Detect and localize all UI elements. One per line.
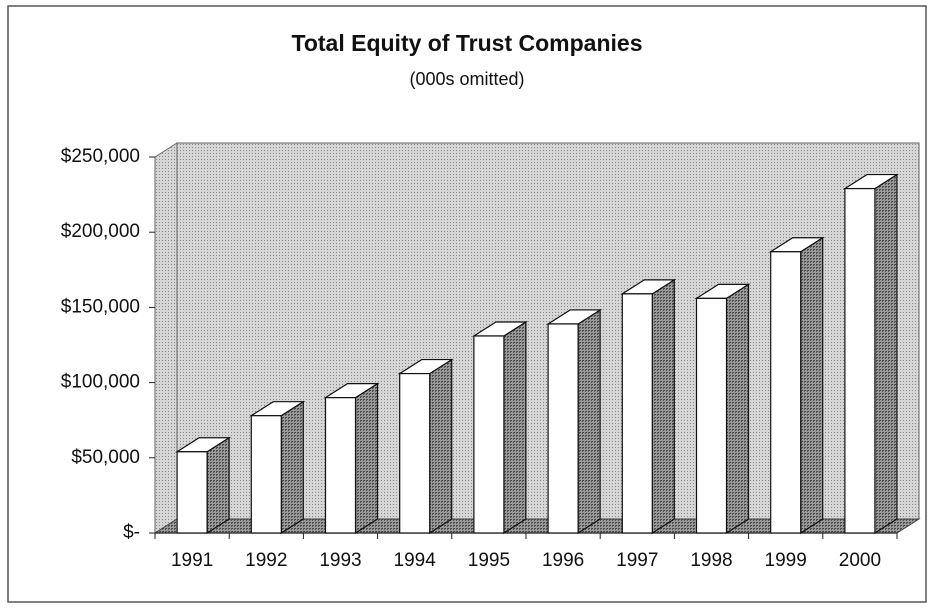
bar-side bbox=[874, 173, 898, 535]
x-tick-label: 1994 bbox=[394, 550, 437, 571]
bar bbox=[547, 323, 579, 534]
side-wall bbox=[154, 142, 178, 534]
bar-side bbox=[354, 382, 379, 535]
bar bbox=[176, 451, 208, 534]
bar-side bbox=[429, 358, 453, 535]
y-tick-label: $100,000 bbox=[61, 372, 140, 393]
x-tick-label: 1999 bbox=[765, 550, 807, 571]
chart-title: Total Equity of Trust Companies bbox=[292, 30, 643, 56]
bar-side bbox=[206, 436, 230, 535]
bar-side bbox=[800, 236, 824, 535]
bar bbox=[399, 372, 431, 534]
bar-side bbox=[577, 308, 601, 535]
x-tick-label: 1993 bbox=[319, 550, 361, 571]
x-tick-label: 1995 bbox=[468, 550, 510, 571]
bar bbox=[695, 297, 728, 534]
chart-subtitle: (000s omitted) bbox=[409, 69, 524, 89]
y-tick-label: $50,000 bbox=[71, 447, 140, 468]
bar-side bbox=[280, 400, 304, 535]
bar bbox=[250, 415, 282, 534]
y-tick-label: $250,000 bbox=[61, 146, 140, 167]
x-tick-label: 2000 bbox=[839, 550, 881, 571]
bar bbox=[844, 187, 876, 534]
bar-side bbox=[651, 278, 675, 535]
x-tick-label: 1997 bbox=[616, 550, 658, 571]
x-tick-label: 1992 bbox=[245, 550, 287, 571]
bar-side bbox=[503, 320, 527, 535]
y-tick-label: $- bbox=[123, 522, 140, 543]
x-tick-label: 1996 bbox=[542, 550, 584, 571]
x-tick-label: 1991 bbox=[171, 550, 213, 571]
bar bbox=[473, 335, 505, 534]
x-tick-label: 1998 bbox=[690, 550, 732, 571]
y-tick-label: $150,000 bbox=[61, 296, 140, 317]
y-tick-label: $200,000 bbox=[61, 221, 140, 242]
bar bbox=[770, 251, 802, 534]
bar bbox=[324, 397, 357, 534]
bar bbox=[621, 293, 653, 534]
bar-side bbox=[725, 283, 750, 535]
